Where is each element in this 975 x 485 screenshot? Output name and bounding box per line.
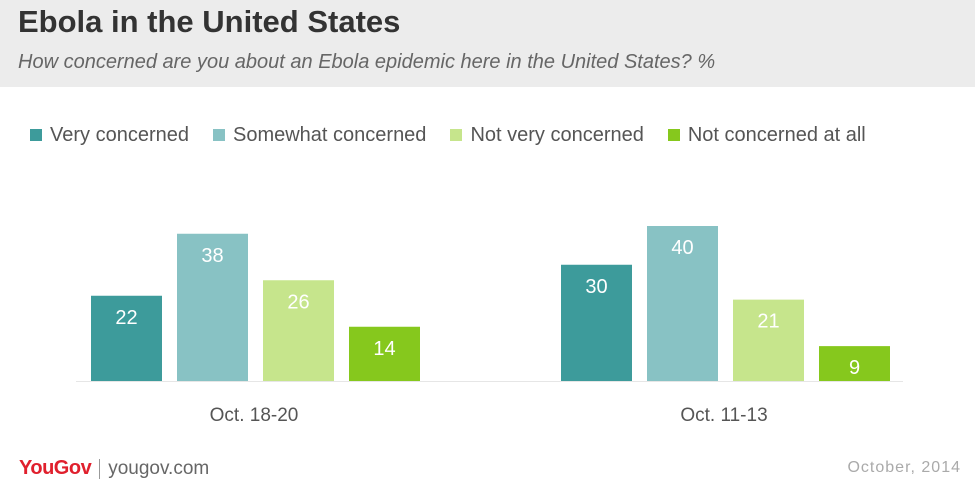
x-tick-label: Oct. 18-20 — [210, 405, 299, 426]
header: Ebola in the United States How concerned… — [0, 0, 975, 87]
legend-swatch — [450, 129, 463, 141]
legend-label: Not very concerned — [470, 123, 644, 146]
bar — [177, 233, 248, 381]
legend-item-not-concerned-at-all: Not concerned at all — [667, 123, 866, 147]
data-label: 21 — [757, 311, 779, 333]
footer-branding: YouGov yougov.com — [19, 457, 209, 480]
chart-title: Ebola in the United States — [18, 4, 401, 39]
legend-swatch — [212, 129, 225, 141]
bar — [263, 280, 334, 381]
data-label: 22 — [115, 307, 137, 329]
logo-divider — [99, 458, 101, 479]
data-label: 9 — [849, 357, 860, 379]
legend: Very concerned Somewhat concerned Not ve… — [30, 122, 866, 148]
legend-label: Not concerned at all — [687, 123, 866, 146]
legend-item-very-concerned: Very concerned — [30, 124, 189, 147]
data-label: 40 — [671, 237, 693, 259]
bar — [647, 226, 718, 381]
bar — [733, 299, 804, 381]
data-label: 26 — [287, 291, 309, 313]
legend-swatch — [30, 129, 42, 141]
legend-label: Very concerned — [50, 123, 189, 146]
data-label: 30 — [585, 276, 607, 298]
bar — [819, 346, 890, 381]
legend-label: Somewhat concerned — [232, 123, 427, 146]
footer-date: October, 2014 — [847, 459, 961, 476]
legend-item-not-very-concerned: Not very concerned — [450, 123, 644, 147]
chart-subtitle: How concerned are you about an Ebola epi… — [18, 51, 716, 73]
legend-swatch — [667, 129, 680, 141]
data-label: 14 — [373, 338, 395, 360]
legend-item-somewhat-concerned: Somewhat concerned — [212, 123, 427, 147]
bar — [91, 295, 162, 381]
bar — [561, 264, 632, 381]
bar — [349, 326, 420, 381]
x-tick-label: Oct. 11-13 — [680, 405, 767, 426]
data-label: 38 — [201, 245, 223, 267]
yougov-logo: YouGov — [19, 457, 92, 479]
footer-url: yougov.com — [108, 457, 210, 479]
